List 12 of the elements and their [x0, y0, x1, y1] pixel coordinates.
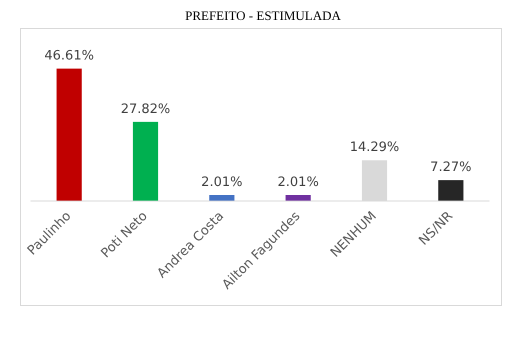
- data-label: 2.01%: [201, 174, 242, 190]
- bar: [286, 195, 311, 201]
- chart-title: PREFEITO - ESTIMULADA: [184, 8, 342, 24]
- data-label: 7.27%: [430, 160, 472, 176]
- bar: [132, 122, 158, 201]
- data-label: 46.61%: [44, 48, 94, 64]
- data-label: 2.01%: [278, 174, 319, 190]
- bar: [438, 180, 464, 201]
- bar: [56, 68, 82, 201]
- data-label: 14.29%: [350, 140, 400, 156]
- bar: [209, 195, 234, 201]
- data-label: 27.82%: [120, 102, 170, 117]
